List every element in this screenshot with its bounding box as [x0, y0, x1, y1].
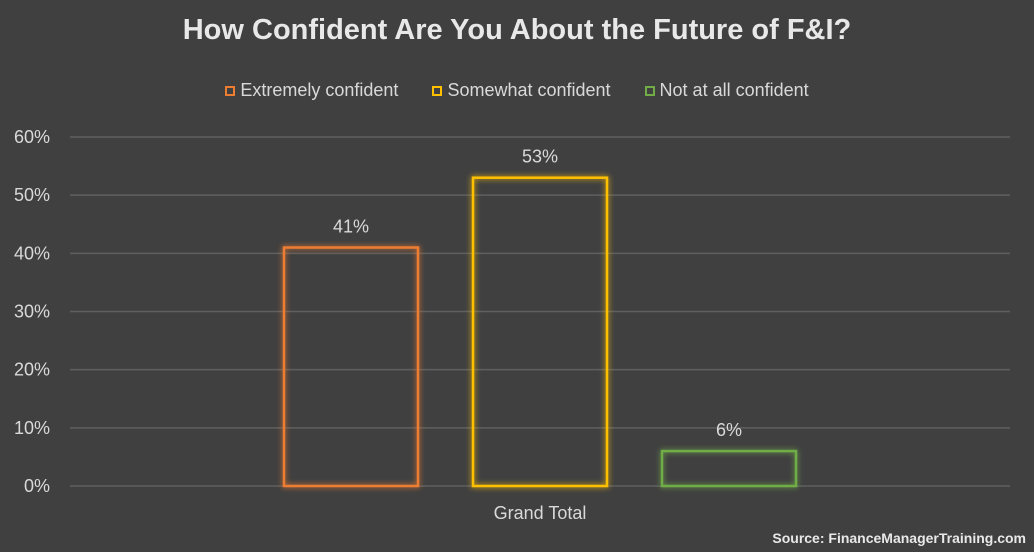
legend-label: Somewhat confident [447, 80, 611, 100]
chart-title: How Confident Are You About the Future o… [182, 14, 852, 46]
legend-swatch [432, 85, 443, 96]
data-label: 53% [522, 147, 558, 167]
x-tick-label: Grand Total [494, 503, 587, 523]
data-label: 41% [333, 217, 369, 237]
legend-label: Extremely confident [240, 80, 399, 100]
y-tick-label: 50% [14, 185, 50, 205]
bar [471, 176, 609, 488]
legend-label: Not at all confident [659, 80, 809, 100]
y-tick-label: 10% [14, 418, 50, 438]
data-label: 6% [716, 420, 742, 440]
legend-item: Somewhat confident [432, 80, 611, 101]
bar [660, 449, 798, 488]
legend-swatch [225, 85, 236, 96]
y-tick-label: 30% [14, 302, 50, 322]
y-tick-label: 20% [14, 360, 50, 380]
legend: Extremely confident Somewhat confident Not… [0, 80, 1034, 101]
legend-item: Not at all confident [644, 80, 809, 101]
y-tick-label: 40% [14, 243, 50, 263]
legend-item: Extremely confident [225, 80, 398, 101]
legend-swatch [644, 85, 655, 96]
source-credit: Source: FinanceManagerTraining.com [772, 530, 1026, 546]
y-tick-label: 60% [14, 127, 50, 147]
bar [282, 246, 420, 488]
y-tick-label: 0% [24, 476, 50, 496]
